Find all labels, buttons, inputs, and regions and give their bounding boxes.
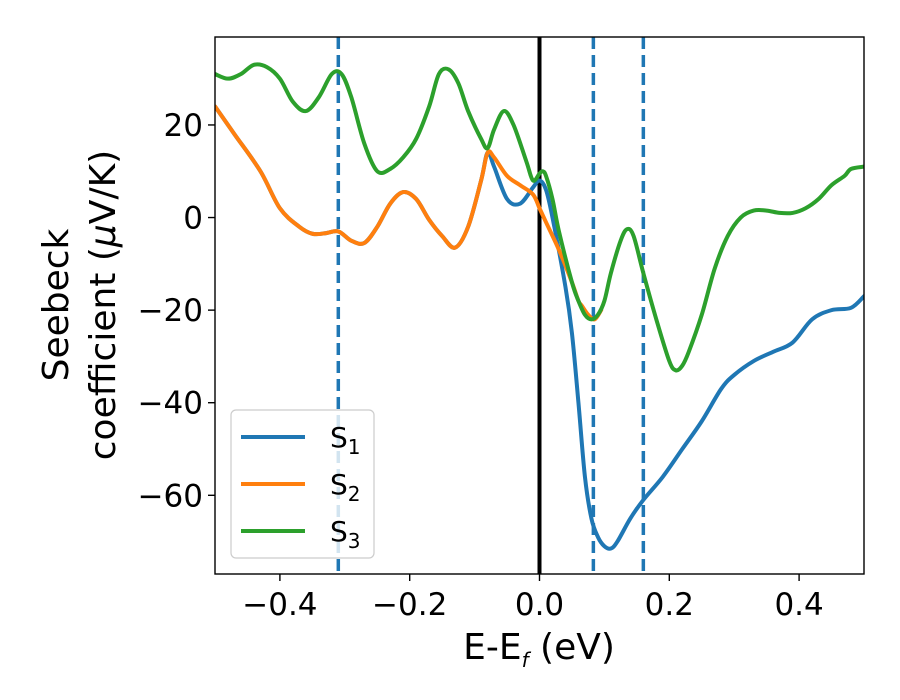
x-tick-label: −0.2 (372, 587, 447, 623)
series-line-s3 (215, 62, 864, 373)
x-tick-label: 0.2 (645, 587, 694, 623)
legend: S1 S2 S3 (230, 409, 375, 559)
y-tick-label: −40 (138, 386, 203, 422)
y-tick-label: 0 (183, 201, 203, 237)
legend-label-s3: S3 (330, 515, 361, 553)
x-tick-label: 0.0 (515, 587, 564, 623)
y-tick-label: −60 (138, 478, 203, 514)
x-tick-label: −0.4 (242, 587, 317, 623)
x-axis-title: E-Ef (eV) (463, 627, 615, 672)
y-tick-label: −20 (138, 293, 203, 329)
legend-label-s2: S2 (330, 468, 361, 506)
legend-label-s1: S1 (330, 421, 361, 459)
y-tick-label: 20 (164, 108, 203, 144)
y-axis-title-line2: coefficient (μV/K) (83, 150, 124, 460)
y-axis-title: Seebeck coefficient (μV/K) (36, 150, 124, 460)
y-axis-title-line1: Seebeck (36, 228, 77, 381)
x-tick-label: 0.4 (774, 587, 823, 623)
